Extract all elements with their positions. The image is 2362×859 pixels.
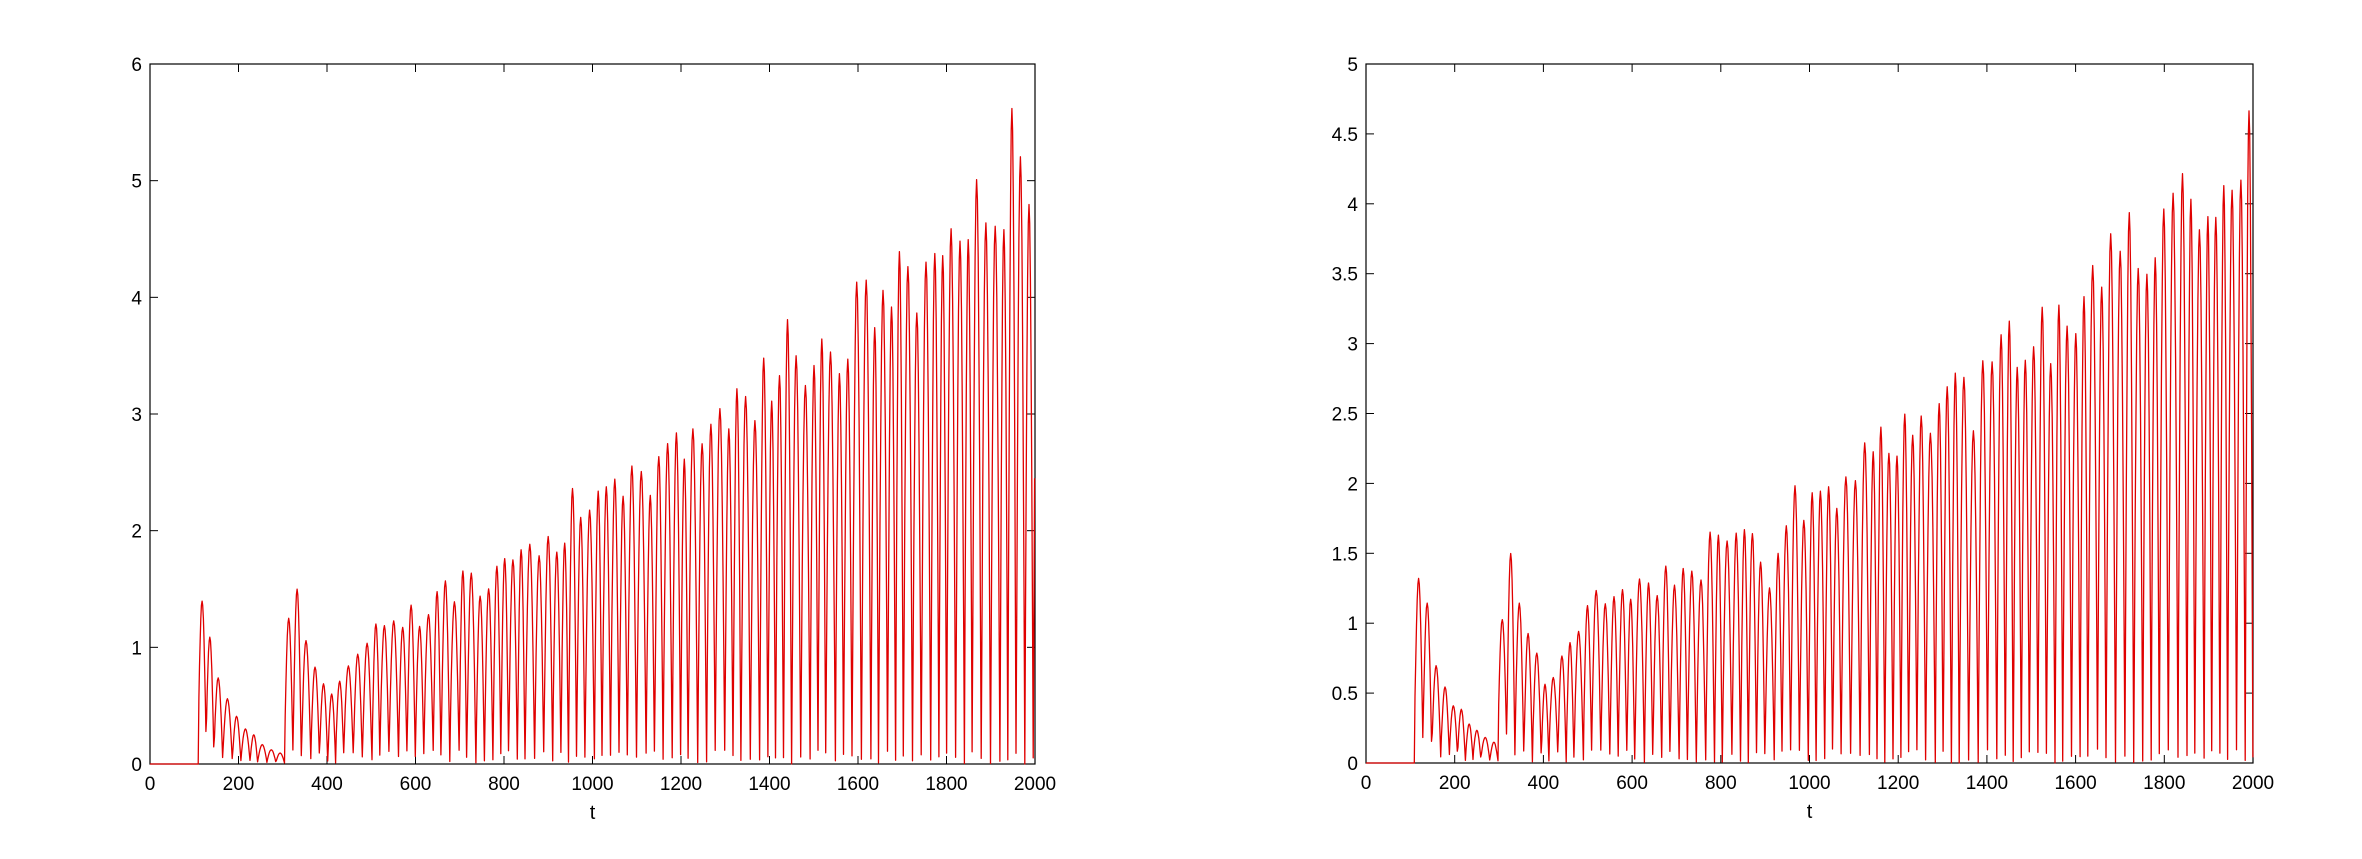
y-tick-label: 3.5 [1332, 265, 1358, 286]
x-axis-label: t [1807, 801, 1813, 823]
y-tick-label: 6 [131, 55, 142, 76]
x-tick-label: 800 [1705, 773, 1737, 794]
x-tick-label: 200 [1439, 773, 1471, 794]
x-tick-label: 1600 [837, 774, 879, 795]
x-tick-label: 400 [311, 774, 343, 795]
x-axis-label: t [590, 802, 596, 824]
x-tick-label: 1000 [571, 774, 613, 795]
x-tick-label: 1000 [1788, 773, 1830, 794]
x-tick-label: 1800 [2143, 773, 2185, 794]
y-tick-label: 2.5 [1332, 405, 1358, 426]
x-tick-label: 600 [1616, 773, 1648, 794]
y-tick-label: 0 [1347, 754, 1358, 775]
y-tick-label: 3 [131, 405, 142, 426]
y-tick-label: 1 [1347, 614, 1358, 635]
y-tick-label: 4 [131, 288, 142, 309]
x-tick-label: 0 [1361, 773, 1372, 794]
x-tick-label: 200 [223, 774, 255, 795]
x-tick-label: 2000 [1014, 774, 1056, 795]
x-tick-label: 1200 [660, 774, 702, 795]
y-tick-label: 2 [131, 522, 142, 543]
x-tick-label: 800 [488, 774, 520, 795]
y-tick-label: 2 [1347, 474, 1358, 495]
series-line [1366, 110, 2254, 764]
x-tick-label: 400 [1528, 773, 1560, 794]
x-tick-label: 1400 [748, 774, 790, 795]
chart-left: 0 200 400 600 800 1000 1200 1400 1600 1800 2000 0 1 2… [131, 55, 1056, 824]
x-tick-label: 1600 [2054, 773, 2096, 794]
y-tick-label: 1.5 [1332, 544, 1358, 565]
y-tick-label: 4.5 [1332, 125, 1358, 146]
y-tick-label: 4 [1347, 195, 1358, 216]
x-tick-label: 600 [400, 774, 432, 795]
x-tick-label: 1200 [1877, 773, 1919, 794]
y-tick-label: 0.5 [1332, 684, 1358, 705]
x-tick-label: 1400 [1966, 773, 2008, 794]
x-tick-label: 2000 [2232, 773, 2274, 794]
x-tick-label: 1800 [925, 774, 967, 795]
y-tick-label: 1 [131, 638, 142, 659]
y-tick-label: 0 [131, 755, 142, 776]
chart-right: 0 200 400 600 800 1000 1200 1400 1600 1800 2000 0 0.… [1332, 55, 2275, 823]
series-line [150, 107, 1036, 765]
y-tick-label: 5 [131, 172, 142, 193]
y-tick-label: 5 [1347, 55, 1358, 76]
x-tick-label: 0 [145, 774, 156, 795]
y-tick-label: 3 [1347, 335, 1358, 356]
